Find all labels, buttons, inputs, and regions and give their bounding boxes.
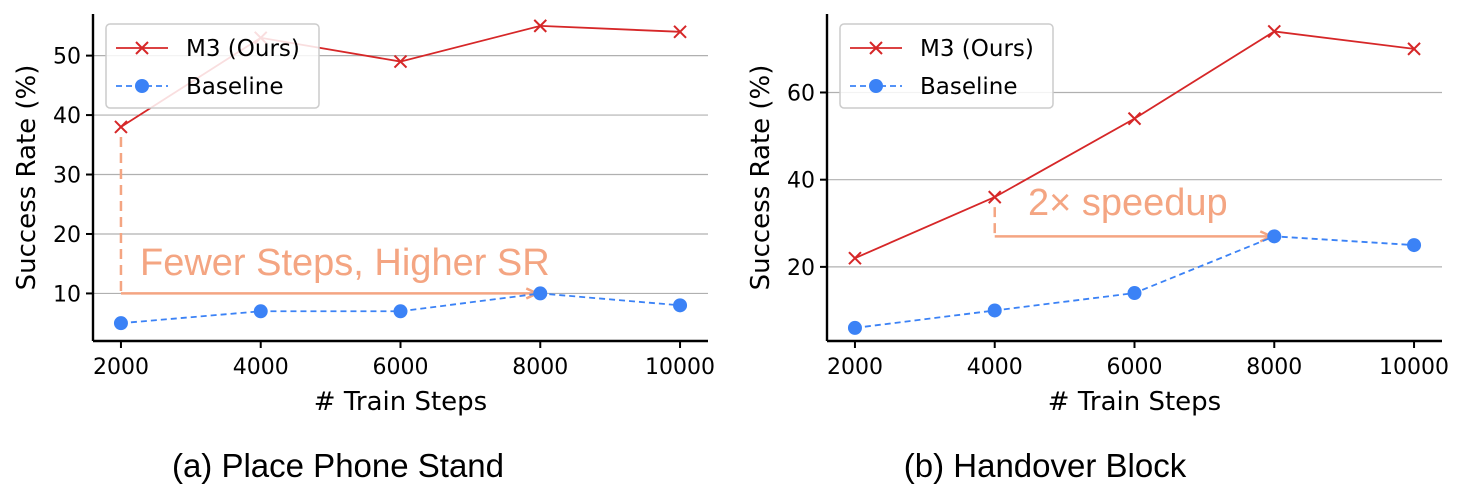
x-axis-title: # Train Steps [1048,387,1221,417]
data-point-m3 [673,25,687,39]
legend-box [105,23,320,109]
data-point-m3 [533,19,547,33]
panel-caption: (a) Place Phone Stand [172,447,504,484]
y-tick-label: 40 [53,104,81,129]
y-axis-title: Success Rate (%) [12,65,42,291]
x-tick-label: 4000 [233,355,289,380]
y-tick-label: 20 [53,223,81,248]
chart-panel-0: 10 20 30 40 50 2000 4000 6000 8000 10000 # Train S… [12,14,715,484]
data-point-m3 [114,120,128,134]
chart-panel-1: 20 40 60 2000 4000 6000 8000 10000 # Train Steps… [746,14,1449,484]
legend-label: M3 (Ours) [186,36,300,62]
y-tick-label: 60 [787,81,815,106]
x-tick-label: 10000 [645,355,715,380]
x-tick-label: 4000 [967,355,1023,380]
data-point-m3 [848,251,862,265]
legend-label: M3 (Ours) [920,36,1034,62]
data-point-m3 [988,190,1002,204]
legend: M3 (Ours) Baseline [105,23,320,109]
x-tick-label: 8000 [512,355,568,380]
data-point-baseline [533,286,548,301]
y-tick-label: 10 [53,282,81,307]
data-point-m3 [1407,42,1421,56]
data-point-baseline [1407,238,1422,253]
x-tick-label: 2000 [93,355,149,380]
x-tick-label: 10000 [1379,355,1449,380]
legend-box [839,23,1054,109]
data-point-baseline [987,303,1002,318]
series-line-baseline [854,235,1415,329]
data-point-baseline [393,304,408,319]
x-tick-label: 6000 [373,355,429,380]
legend-label: Baseline [186,74,284,100]
panel-caption: (b) Handover Block [904,447,1187,484]
y-tick-label: 50 [53,45,81,70]
legend-marker [135,79,149,93]
data-point-baseline [1267,229,1282,244]
legend-label: Baseline [920,74,1018,100]
legend-marker [869,79,883,93]
annotation-text: Fewer Steps, Higher SR [140,242,550,284]
data-point-baseline [673,298,688,313]
data-point-baseline [1127,286,1142,301]
data-point-baseline [113,316,128,331]
x-tick-label: 2000 [827,355,883,380]
data-point-baseline [847,320,862,335]
data-point-baseline [253,304,268,319]
legend: M3 (Ours) Baseline [839,23,1054,109]
x-tick-label: 8000 [1246,355,1302,380]
annotation-text: 2× speedup [1028,182,1228,224]
y-tick-label: 20 [787,256,815,281]
x-axis-title: # Train Steps [314,387,487,417]
data-point-m3 [1267,24,1281,39]
y-tick-label: 30 [53,164,81,189]
data-point-m3 [393,54,408,69]
y-tick-label: 40 [787,169,815,194]
x-tick-label: 6000 [1107,355,1163,380]
data-point-m3 [1127,111,1142,126]
y-axis-title: Success Rate (%) [746,65,776,291]
